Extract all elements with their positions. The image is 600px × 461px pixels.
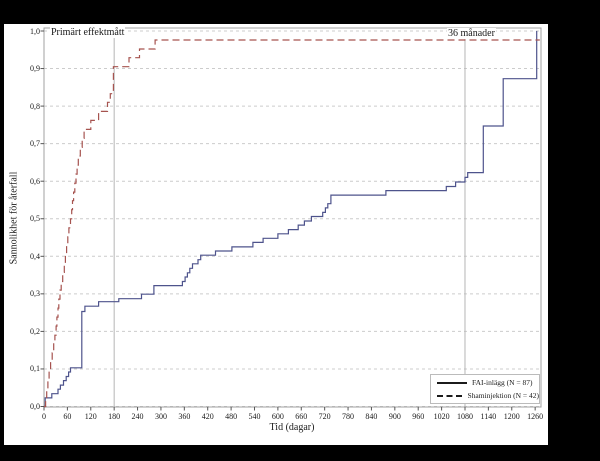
x-tick-label: 360: [178, 412, 191, 421]
annotation-primary-endpoint: Primärt effektmått: [50, 27, 126, 38]
x-tick-label: 540: [248, 412, 261, 421]
x-tick-label: 1080: [456, 412, 473, 421]
x-tick-label: 1020: [433, 412, 450, 421]
annotation-36-months: 36 månader: [447, 28, 496, 39]
x-tick-label: 180: [108, 412, 121, 421]
plot-border: [43, 27, 542, 408]
legend-entry-fai: FAI-inlägg (N = 87): [437, 378, 539, 388]
y-tick-label: 0,1: [30, 364, 40, 374]
y-tick-label: 0,6: [30, 176, 40, 186]
x-tick-label: 780: [342, 412, 355, 421]
x-tick-label: 1200: [503, 412, 520, 421]
x-tick-label: 240: [131, 412, 144, 421]
x-axis-title: Tid (dagar): [269, 422, 315, 433]
y-tick-label: 0,2: [30, 326, 40, 336]
legend-label-sham: Shaminjektion (N = 42): [467, 391, 539, 400]
x-tick-label: 1260: [527, 412, 544, 421]
x-tick-label: 660: [295, 412, 308, 421]
series-curve-fai-inlagg: [44, 31, 538, 408]
fai-line-sample-icon: [437, 381, 467, 384]
sham-line-sample-icon: [437, 394, 463, 397]
x-tick-label: 900: [388, 412, 401, 421]
x-tick-label: 960: [412, 412, 425, 421]
legend-entry-sham: Shaminjektion (N = 42): [437, 391, 539, 401]
x-tick-label: 1140: [480, 412, 497, 421]
series-curve-shaminjektion: [44, 39, 540, 408]
legend-box: FAI-inlägg (N = 87) Shaminjektion (N = 4…: [430, 374, 540, 404]
x-tick-label: 600: [271, 412, 284, 421]
y-tick-label: 0,0: [30, 402, 40, 411]
y-tick-label: 0,3: [30, 289, 40, 299]
x-tick-label: 840: [365, 412, 378, 421]
x-tick-label: 120: [84, 412, 97, 421]
legend-label-fai: FAI-inlägg (N = 87): [472, 378, 533, 387]
y-tick-label: 0,7: [30, 139, 40, 149]
x-tick-label: 300: [154, 412, 167, 421]
x-tick-label: 720: [318, 412, 331, 421]
y-tick-label: 0,4: [30, 251, 40, 261]
y-tick-label: 0,8: [30, 101, 40, 111]
x-tick-label: 420: [201, 412, 214, 421]
x-tick-label: 0: [42, 412, 46, 421]
y-tick-label: 0,9: [30, 64, 40, 74]
y-tick-label: 0,5: [30, 214, 40, 224]
x-tick-label: 60: [63, 412, 72, 421]
x-tick-label: 480: [225, 412, 238, 421]
y-tick-label: 1,0: [30, 26, 40, 36]
